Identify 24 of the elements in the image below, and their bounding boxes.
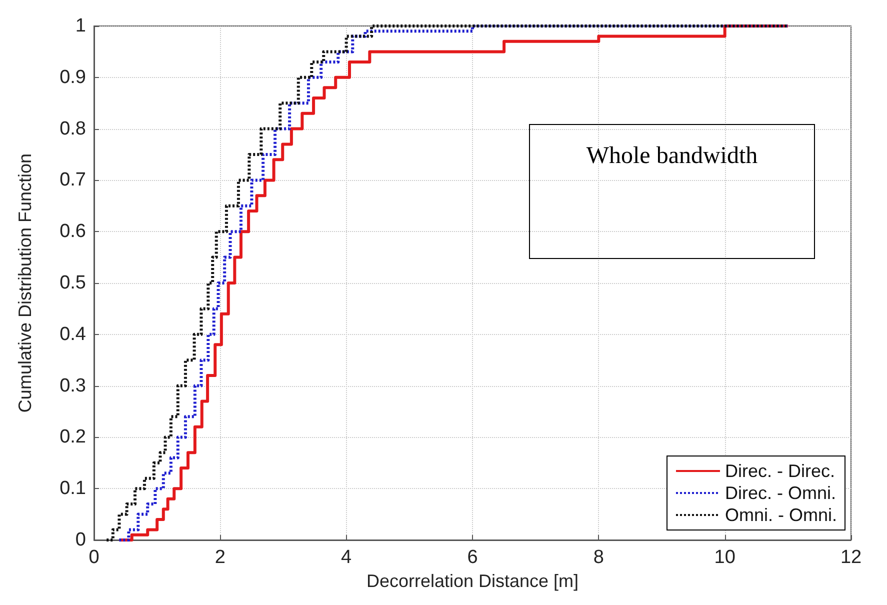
x-tick-label: 10 [714, 547, 736, 568]
y-tick-label: 0 [75, 530, 86, 550]
legend-label: Omni. - Omni. [724, 505, 838, 525]
y-tick-label: 1 [75, 16, 86, 36]
y-axis-title: Cumulative Distribution Function [15, 153, 35, 413]
y-tick-label: 0.6 [60, 221, 86, 242]
y-tick-label: 0.4 [60, 324, 86, 345]
y-tick-label: 0.5 [60, 272, 86, 294]
legend-label: Direc. - Direc. [724, 461, 836, 481]
y-tick-label: 0.8 [60, 118, 86, 140]
y-tick-label: 0.2 [60, 426, 86, 448]
y-tick-label: 0.3 [60, 375, 86, 396]
x-tick-label: 0 [88, 547, 100, 568]
y-tick-label: 0.7 [60, 170, 86, 191]
x-tick-label: 8 [593, 547, 604, 568]
legend-label: Direc. - Omni. [724, 483, 836, 503]
y-tick-label: 0.1 [60, 478, 86, 500]
x-tick-label: 2 [214, 547, 226, 568]
y-tick-label: 0.9 [60, 66, 86, 88]
x-tick-label: 4 [341, 547, 352, 568]
x-tick-label: 12 [840, 547, 862, 568]
annotation: Whole bandwidth [529, 124, 815, 259]
x-tick-label: 6 [467, 547, 478, 568]
x-axis-title: Decorrelation Distance [m] [366, 570, 579, 591]
